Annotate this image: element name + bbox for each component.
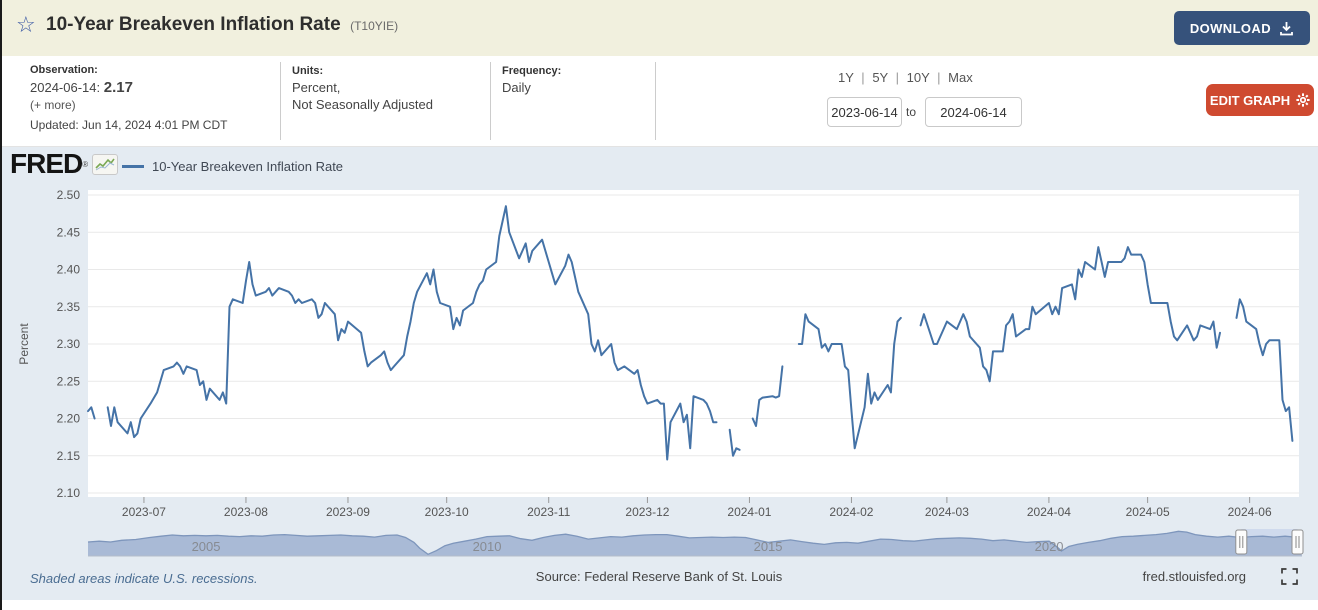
download-button-label: DOWNLOAD — [1189, 20, 1271, 36]
legend-line-sample — [122, 165, 144, 168]
recessions-link[interactable]: Shaded areas indicate U.S. recessions. — [30, 571, 258, 586]
chart-legend: 10-Year Breakeven Inflation Rate — [122, 159, 343, 174]
page-title: 10-Year Breakeven Inflation Rate — [46, 14, 341, 35]
start-date-input[interactable] — [827, 97, 902, 127]
graph-footer: Shaded areas indicate U.S. recessions. S… — [0, 567, 1318, 593]
end-date-input[interactable] — [925, 97, 1022, 127]
edit-graph-label: EDIT GRAPH — [1209, 92, 1291, 108]
divider — [280, 62, 281, 140]
preset-separator: | — [861, 70, 865, 85]
download-icon — [1280, 21, 1293, 35]
observation-date: 2024-06-14: — [30, 80, 101, 95]
divider — [490, 62, 491, 140]
download-button[interactable]: DOWNLOAD — [1173, 11, 1310, 45]
observation-section: Observation: 2024-06-14: 2.17 (+ more) U… — [30, 64, 227, 132]
frequency-section: Frequency: Daily — [502, 64, 561, 98]
edit-graph-button[interactable]: EDIT GRAPH — [1206, 84, 1314, 116]
minimap-handle-left[interactable] — [1235, 529, 1248, 555]
frequency-label: Frequency: — [502, 65, 562, 77]
preset-separator: | — [937, 70, 941, 85]
date-range-to-label: to — [906, 105, 917, 119]
units-line1: Percent, — [292, 79, 341, 95]
fred-sparkline-icon — [92, 153, 119, 175]
series-id: (T10YIE) — [350, 19, 399, 33]
graph-panel — [0, 147, 1318, 600]
fred-logo-text: FRED — [10, 148, 83, 179]
registered-mark: ® — [82, 159, 89, 169]
favorite-star-icon[interactable]: ☆ — [16, 12, 36, 37]
units-line2: Not Seasonally Adjusted — [292, 97, 433, 113]
observation-value: 2.17 — [103, 79, 133, 96]
series-header: ☆ 10-Year Breakeven Inflation Rate (T10Y… — [0, 0, 1318, 56]
observation-label: Observation: — [30, 64, 98, 76]
divider — [655, 62, 656, 140]
updated-text: Updated: Jun 14, 2024 4:01 PM CDT — [30, 118, 228, 132]
preset-5y[interactable]: 5Y — [872, 70, 888, 85]
fullscreen-icon[interactable] — [1281, 568, 1298, 585]
units-section: Units: Percent, Not Seasonally Adjusted — [292, 64, 433, 114]
source-text: Source: Federal Reserve Bank of St. Loui… — [535, 569, 783, 584]
frequency-value: Daily — [502, 80, 531, 96]
preset-10y[interactable]: 10Y — [906, 70, 930, 85]
fred-logo: FRED ® — [10, 148, 119, 179]
minimap-handle-right[interactable] — [1291, 529, 1304, 555]
series-meta-bar: Observation: 2024-06-14: 2.17 (+ more) U… — [0, 56, 1318, 147]
range-presets: 1Y | 5Y | 10Y | Max — [838, 70, 973, 85]
preset-max[interactable]: Max — [948, 70, 973, 85]
window-left-edge — [0, 0, 2, 610]
units-label: Units: — [292, 65, 324, 77]
gear-icon — [1296, 93, 1310, 107]
legend-series-label: 10-Year Breakeven Inflation Rate — [152, 159, 344, 174]
preset-1y[interactable]: 1Y — [838, 70, 854, 85]
site-text: fred.stlouisfed.org — [1142, 569, 1246, 584]
preset-separator: | — [895, 70, 899, 85]
more-observations-link[interactable]: (+ more) — [30, 98, 76, 112]
